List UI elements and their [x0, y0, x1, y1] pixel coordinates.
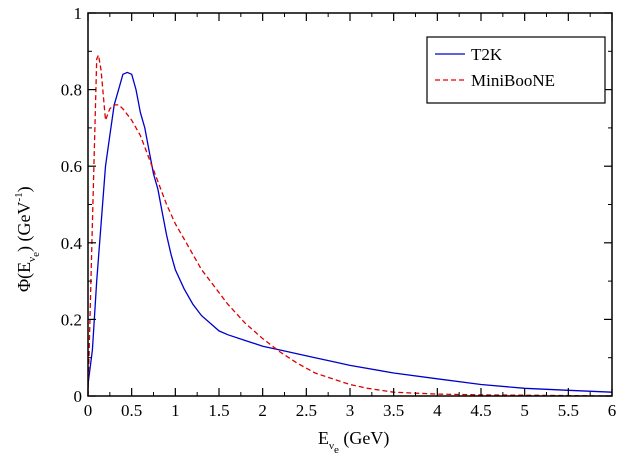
y-tick-label: 0.6 — [61, 157, 82, 176]
y-tick-label: 0 — [74, 387, 83, 406]
series-line-miniboone — [87, 52, 613, 397]
y-axis-label: Φ(Eνe) (GeV-1) — [13, 186, 42, 292]
y-tick-label: 1 — [74, 4, 83, 23]
y-tick-label: 0.8 — [61, 81, 82, 100]
x-axis-label: Eνe (GeV) — [318, 428, 389, 456]
legend: T2K MiniBooNE — [426, 36, 606, 104]
x-tick-label: 3 — [346, 401, 355, 420]
axis-layer: 0 0.5 1 1.5 2 2.5 3 3.5 4 4.5 5 5.5 6 0 0.2 0.4 0.6 0.8 1 E… — [13, 4, 616, 456]
series-line-t2k — [87, 71, 613, 393]
x-tick-label: 2 — [258, 401, 267, 420]
plot-layer — [87, 52, 613, 397]
y-tick-label: 0.2 — [61, 310, 82, 329]
x-tick-label: 4 — [433, 401, 442, 420]
x-tick-label: 2.5 — [296, 401, 317, 420]
x-tick-label: 6 — [608, 401, 617, 420]
y-tick-label: 0.4 — [61, 234, 83, 253]
legend-label-miniboone: MiniBooNE — [471, 71, 555, 90]
x-tick-label: 3.5 — [383, 401, 404, 420]
x-tick-label: 1.5 — [208, 401, 229, 420]
legend-box — [426, 36, 606, 104]
x-tick-label: 5.5 — [558, 401, 579, 420]
x-tick-label: 0.5 — [121, 401, 142, 420]
x-tick-label: 1 — [171, 401, 180, 420]
x-tick-label: 0 — [84, 401, 93, 420]
x-tick-label: 4.5 — [470, 401, 491, 420]
x-tick-label: 5 — [520, 401, 529, 420]
legend-label-t2k: T2K — [471, 45, 503, 64]
